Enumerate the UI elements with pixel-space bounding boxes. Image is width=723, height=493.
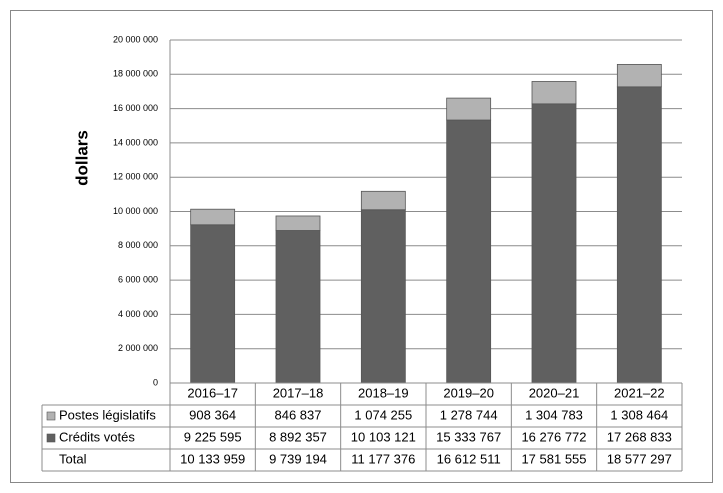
total-label: Total (59, 451, 87, 466)
y-tick-label: 18 000 000 (113, 69, 158, 79)
bar-segment (616, 63, 662, 88)
bar-segment (446, 97, 492, 121)
bar-segment (275, 215, 321, 231)
bar-segment (360, 190, 406, 211)
legend-label: Crédits votés (59, 429, 135, 444)
total-value: 10 133 959 (180, 451, 245, 466)
y-tick-label: 4 000 000 (118, 309, 158, 319)
bar-segment (616, 86, 662, 384)
bar-segment (190, 224, 236, 384)
table-value: 846 837 (275, 407, 322, 422)
total-value: 11 177 376 (351, 451, 415, 466)
bar-segment (275, 230, 321, 384)
table-value: 1 304 783 (525, 407, 583, 422)
y-tick-label: 10 000 000 (113, 206, 158, 216)
bar-segment (446, 119, 492, 384)
total-value: 16 612 511 (437, 451, 501, 466)
x-tick-label: 2021–22 (614, 385, 665, 400)
legend-label: Postes législatifs (59, 407, 156, 422)
y-tick-label: 12 000 000 (113, 172, 158, 182)
x-tick-label: 2019–20 (443, 385, 494, 400)
table-value: 908 364 (189, 407, 236, 422)
bar-segment (531, 81, 577, 105)
table-value: 15 333 767 (436, 429, 501, 444)
legend-swatch (46, 411, 56, 421)
y-axis-label: dollars (72, 130, 91, 186)
y-tick-label: 0 (153, 377, 158, 387)
legend-swatch (46, 433, 56, 443)
table-value: 10 103 121 (351, 429, 416, 444)
x-tick-label: 2016–17 (187, 385, 238, 400)
y-tick-label: 2 000 000 (118, 343, 158, 353)
y-tick-label: 14 000 000 (113, 137, 158, 147)
y-tick-label: 16 000 000 (113, 103, 158, 113)
y-tick-label: 8 000 000 (118, 240, 158, 250)
x-tick-label: 2020–21 (529, 385, 580, 400)
table-value: 1 074 255 (354, 407, 412, 422)
y-tick-label: 6 000 000 (118, 274, 158, 284)
table-value: 1 278 744 (440, 407, 498, 422)
table-value: 1 308 464 (610, 407, 668, 422)
table-value: 9 225 595 (184, 429, 242, 444)
total-value: 9 739 194 (269, 451, 327, 466)
bar-segment (360, 209, 406, 384)
total-value: 17 581 555 (521, 451, 586, 466)
y-tick-label: 20 000 000 (113, 34, 158, 44)
table-value: 17 268 833 (607, 429, 672, 444)
bar-segment (190, 208, 236, 226)
table-value: 8 892 357 (269, 429, 327, 444)
x-tick-label: 2018–19 (358, 385, 409, 400)
bar-segment (531, 103, 577, 384)
table-value: 16 276 772 (521, 429, 586, 444)
x-tick-label: 2017–18 (273, 385, 324, 400)
total-value: 18 577 297 (607, 451, 672, 466)
